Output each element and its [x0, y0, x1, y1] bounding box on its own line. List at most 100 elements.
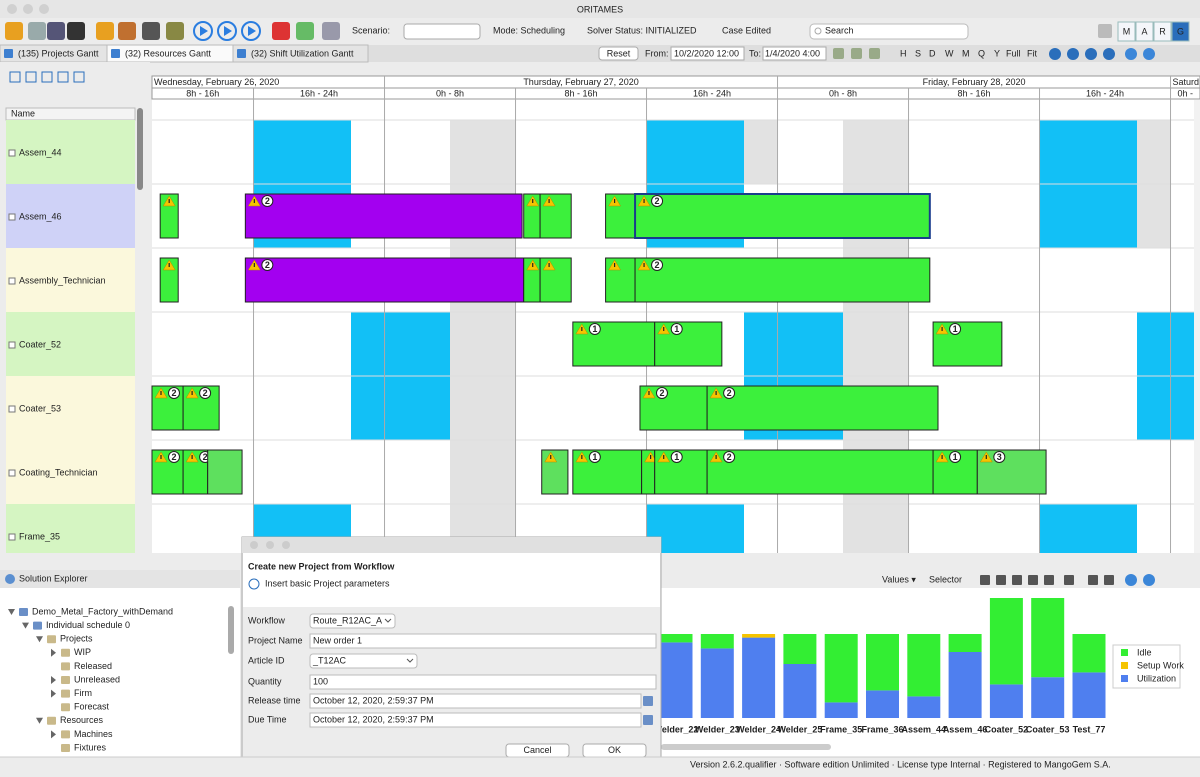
- task-bar[interactable]: [539, 193, 572, 239]
- reset-button[interactable]: [598, 46, 639, 61]
- field-input[interactable]: [309, 712, 642, 728]
- selector-button[interactable]: Selector: [929, 574, 962, 584]
- reset-label[interactable]: Reset: [607, 48, 631, 58]
- tree-toggle[interactable]: [8, 609, 15, 615]
- zoom-button[interactable]: W: [945, 48, 954, 58]
- expand-box[interactable]: [8, 213, 16, 221]
- tree-item[interactable]: Forecast: [74, 702, 110, 712]
- tree-toggle[interactable]: [36, 636, 43, 643]
- chart-tool[interactable]: [980, 575, 990, 585]
- range-icon[interactable]: [833, 48, 844, 59]
- task-bar[interactable]: [605, 193, 636, 239]
- search-box[interactable]: [809, 23, 969, 40]
- zoom-button[interactable]: Full: [1006, 48, 1021, 58]
- range-icon[interactable]: [869, 48, 880, 59]
- toolbar-button[interactable]: [47, 22, 65, 40]
- field-input[interactable]: [309, 633, 657, 649]
- nav-button[interactable]: [1067, 48, 1079, 60]
- nav-button[interactable]: [1103, 48, 1115, 60]
- toolbar-button[interactable]: [166, 22, 184, 40]
- chart-tool[interactable]: [1088, 575, 1098, 585]
- tree-item[interactable]: Resources: [60, 715, 104, 725]
- task-bar[interactable]: [976, 449, 1047, 495]
- tree-toggle[interactable]: [51, 730, 56, 739]
- chart-tool[interactable]: [1012, 575, 1022, 585]
- task-bar[interactable]: [539, 257, 572, 303]
- toolbar-button[interactable]: [142, 22, 160, 40]
- task-bar[interactable]: [634, 193, 931, 239]
- window-button[interactable]: [39, 4, 49, 14]
- field-input[interactable]: [309, 613, 396, 629]
- task-bar[interactable]: [572, 321, 656, 367]
- zoom-button[interactable]: M: [962, 48, 970, 58]
- field-input[interactable]: [309, 653, 418, 669]
- tree-item[interactable]: Demo_Metal_Factory_withDemand: [32, 606, 173, 616]
- nav-button[interactable]: [1049, 48, 1061, 60]
- chart-tool[interactable]: [1064, 575, 1074, 585]
- zoom-button[interactable]: Y: [994, 48, 1000, 58]
- tree-toggle[interactable]: [51, 648, 56, 657]
- toolbar-button[interactable]: [1098, 24, 1112, 38]
- expand-box[interactable]: [8, 341, 16, 349]
- tree-item[interactable]: Released: [74, 661, 112, 671]
- task-bar[interactable]: [207, 449, 243, 495]
- field-input[interactable]: [309, 693, 642, 709]
- toolbar-button[interactable]: [28, 22, 46, 40]
- tree-toggle[interactable]: [51, 676, 56, 684]
- gantt-tool[interactable]: [25, 71, 37, 83]
- gantt-tool[interactable]: [41, 71, 53, 83]
- toolbar-button[interactable]: [5, 22, 23, 40]
- tree-item[interactable]: Fixtures: [74, 742, 107, 752]
- nav-button[interactable]: [1143, 48, 1155, 60]
- toolbar-button[interactable]: [322, 22, 340, 40]
- tree-item[interactable]: Machines: [74, 729, 113, 739]
- task-bar[interactable]: [706, 385, 939, 431]
- calendar-button[interactable]: [643, 696, 653, 706]
- toolbar-button[interactable]: [272, 22, 290, 40]
- gantt-tool[interactable]: [9, 71, 21, 83]
- zoom-button[interactable]: Fit: [1027, 48, 1037, 58]
- from-input[interactable]: [670, 46, 745, 61]
- to-input[interactable]: [762, 46, 827, 61]
- task-bar[interactable]: [634, 257, 931, 303]
- dialog-button-label[interactable]: Cancel: [523, 745, 551, 755]
- zoom-button[interactable]: D: [929, 48, 936, 58]
- toolbar-button[interactable]: [193, 21, 213, 41]
- expand-box[interactable]: [8, 405, 16, 413]
- tree-toggle[interactable]: [22, 622, 29, 629]
- tree-toggle[interactable]: [36, 717, 43, 724]
- task-bar[interactable]: [605, 257, 636, 303]
- zoom-button[interactable]: S: [915, 48, 921, 58]
- dialog-button-label[interactable]: OK: [608, 745, 621, 755]
- values-menu[interactable]: Values ▾: [882, 574, 916, 584]
- dialog-window-button[interactable]: [266, 541, 274, 549]
- expand-box[interactable]: [8, 469, 16, 477]
- gantt-tool[interactable]: [73, 71, 85, 83]
- toolbar-button[interactable]: [67, 22, 85, 40]
- dialog-window-button[interactable]: [250, 541, 258, 549]
- toolbar-button[interactable]: [241, 21, 261, 41]
- toolbar-button[interactable]: [296, 22, 314, 40]
- task-bar[interactable]: [244, 257, 525, 303]
- task-bar[interactable]: [244, 193, 523, 239]
- range-icon[interactable]: [851, 48, 862, 59]
- tree-item[interactable]: Projects: [60, 634, 93, 644]
- dialog-window-button[interactable]: [282, 541, 290, 549]
- zoom-button[interactable]: Q: [978, 48, 985, 58]
- chart-nav[interactable]: [1143, 574, 1155, 586]
- chart-tool[interactable]: [1044, 575, 1054, 585]
- scenario-dropdown[interactable]: [403, 23, 481, 40]
- task-bar[interactable]: [541, 449, 569, 495]
- zoom-button[interactable]: H: [900, 48, 907, 58]
- field-input[interactable]: [309, 674, 657, 690]
- tree-item[interactable]: Individual schedule 0: [46, 620, 130, 630]
- tab-label[interactable]: (32) Shift Utilization Gantt: [251, 48, 354, 58]
- toolbar-button[interactable]: [118, 22, 136, 40]
- chart-tool[interactable]: [996, 575, 1006, 585]
- tab[interactable]: [232, 44, 369, 63]
- toolbar-button[interactable]: [96, 22, 114, 40]
- tab-label[interactable]: (135) Projects Gantt: [18, 48, 99, 58]
- tab-label[interactable]: (32) Resources Gantt: [125, 48, 212, 58]
- expand-box[interactable]: [8, 277, 16, 285]
- toolbar-button[interactable]: [217, 21, 237, 41]
